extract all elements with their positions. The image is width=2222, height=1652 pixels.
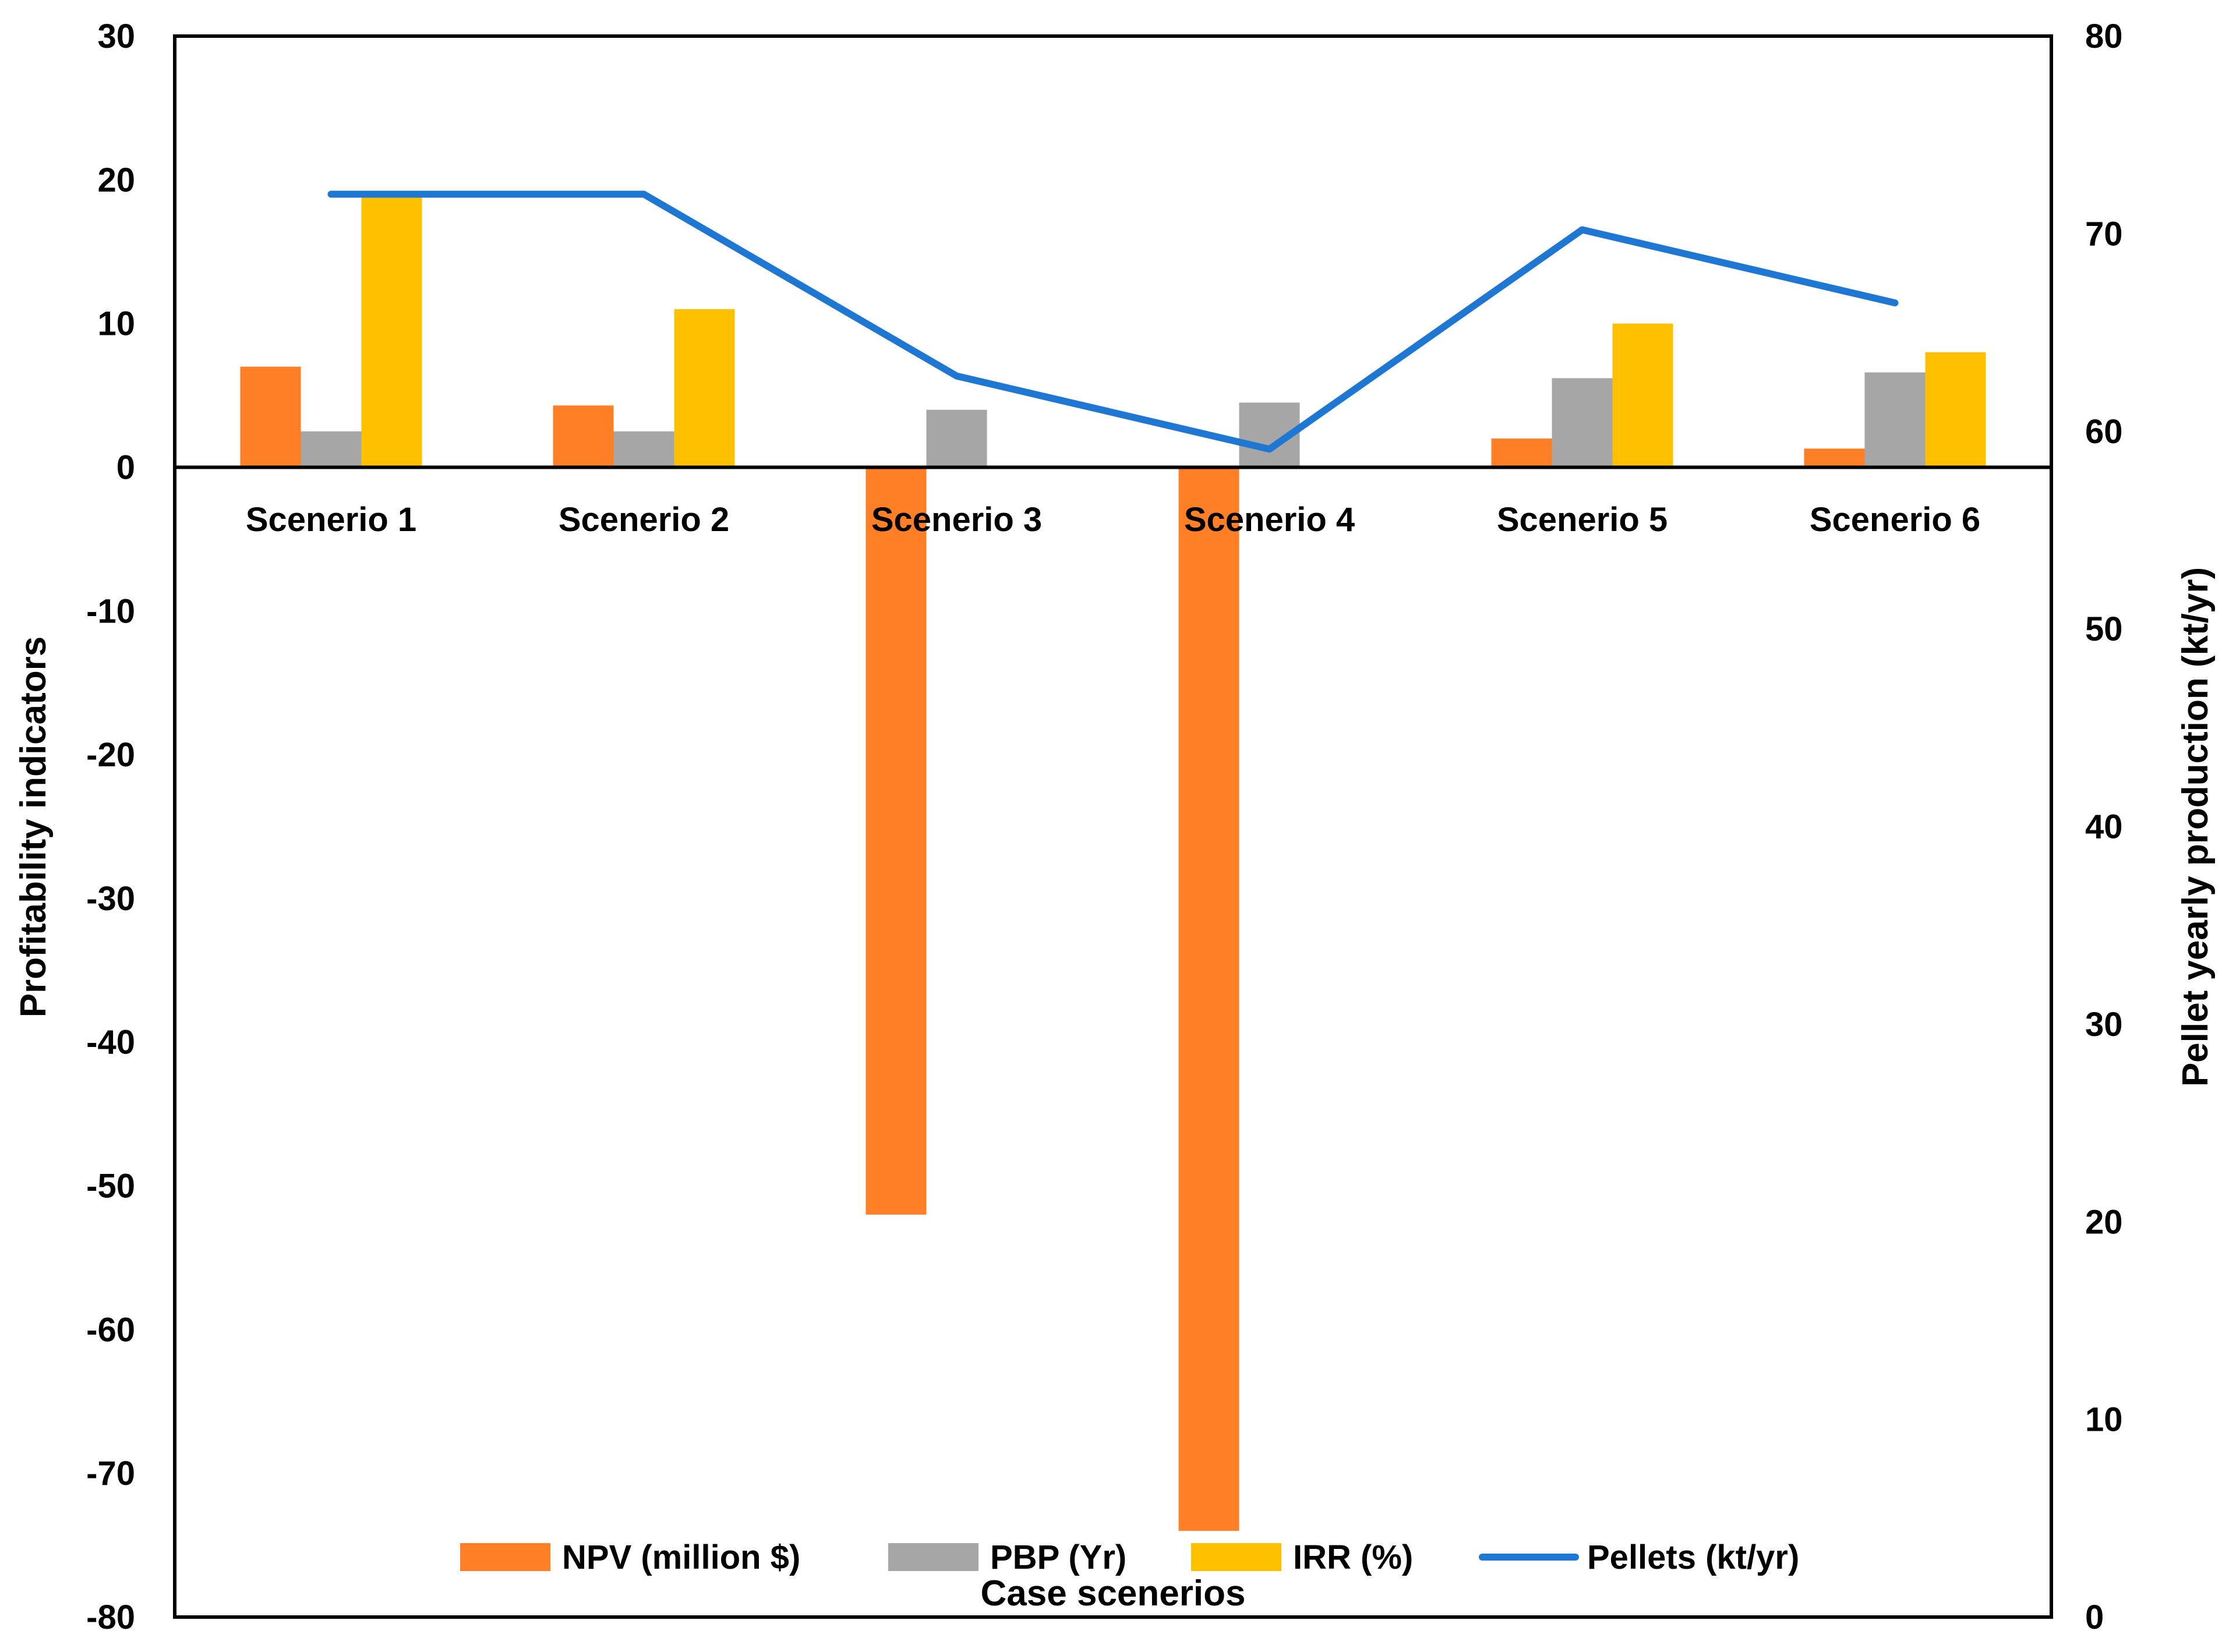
- y2-tick-label: 60: [2085, 413, 2123, 451]
- y-tick-label: -10: [86, 592, 135, 630]
- legend-swatch-npv: [460, 1543, 550, 1571]
- y2-tick-label: 0: [2085, 1598, 2104, 1636]
- legend-label-irr: IRR (%): [1293, 1538, 1413, 1576]
- bar-irr-1: [361, 194, 422, 468]
- y2-tick-label: 70: [2085, 215, 2123, 253]
- y2-tick-label: 20: [2085, 1203, 2123, 1241]
- plot-area: [173, 34, 2053, 1619]
- line-layer: [327, 190, 1899, 453]
- legend-label-pellets: Pellets (kt/yr): [1587, 1538, 1799, 1576]
- bar-npv-6: [1804, 448, 1865, 468]
- bar-npv-1: [240, 366, 301, 468]
- y-tick-label: -20: [86, 736, 135, 774]
- y-tick-label: 10: [97, 305, 135, 343]
- bar-pbp-5: [1552, 378, 1613, 468]
- bar-irr-6: [1925, 352, 1986, 468]
- bar-pbp-6: [1864, 372, 1926, 468]
- bar-npv-5: [1491, 438, 1552, 468]
- y-tick-label: -30: [86, 880, 135, 918]
- y-tick-label: -80: [86, 1598, 135, 1636]
- legend-label-pbp: PBP (Yr): [990, 1538, 1126, 1576]
- x-axis-title: Case scenerios: [981, 1573, 1246, 1614]
- y2-tick-label: 40: [2085, 808, 2123, 846]
- bar-irr-5: [1612, 323, 1673, 468]
- bar-npv-4: [1178, 467, 1239, 1531]
- category-label-4: Scenerio 4: [1184, 501, 1355, 539]
- pellets-line: [327, 190, 1899, 453]
- y2-tick-label: 50: [2085, 610, 2123, 648]
- bar-pbp-3: [926, 409, 987, 468]
- left-axis-ticks: 30 20 10 0 -10 -20 -30 -40 -50 -60 -70 -80: [86, 17, 135, 1636]
- category-label-1: Scenerio 1: [246, 501, 416, 539]
- bar-npv-2: [553, 405, 614, 468]
- category-label-2: Scenerio 2: [559, 501, 729, 539]
- bar-npv-3: [866, 467, 927, 1215]
- legend-swatch-irr: [1191, 1543, 1281, 1571]
- right-axis-ticks: 80 70 60 50 40 30 20 10 0: [2085, 17, 2123, 1636]
- y2-tick-label: 10: [2085, 1401, 2123, 1439]
- bar-pbp-1: [301, 431, 362, 468]
- legend: NPV (million $) PBP (Yr) IRR (%) Pellets…: [460, 1538, 1799, 1576]
- legend-swatch-pbp: [888, 1543, 978, 1571]
- bar-irr-2: [674, 309, 735, 468]
- bar-pbp-2: [613, 431, 674, 468]
- y-tick-label: -70: [86, 1455, 135, 1492]
- legend-label-npv: NPV (million $): [562, 1538, 800, 1576]
- category-label-5: Scenerio 5: [1497, 501, 1668, 539]
- category-label-3: Scenerio 3: [871, 501, 1042, 539]
- y-tick-label: 0: [116, 448, 135, 486]
- bars-layer: [240, 194, 1986, 1531]
- y-tick-label: -50: [86, 1168, 135, 1205]
- y2-axis-title: Pellet yearly production (kt/yr): [2175, 567, 2216, 1087]
- y-tick-label: -40: [86, 1024, 135, 1062]
- y-tick-label: -60: [86, 1311, 135, 1349]
- y-tick-label: 30: [97, 17, 135, 55]
- y-tick-label: 20: [97, 161, 135, 199]
- category-label-6: Scenerio 6: [1810, 501, 1980, 539]
- y2-tick-label: 80: [2085, 17, 2123, 55]
- y2-tick-label: 30: [2085, 1006, 2123, 1043]
- category-labels: Scenerio 1 Scenerio 2 Scenerio 3 Scenerio 4…: [246, 501, 1980, 539]
- y-axis-title: Profitability indicators: [13, 636, 54, 1018]
